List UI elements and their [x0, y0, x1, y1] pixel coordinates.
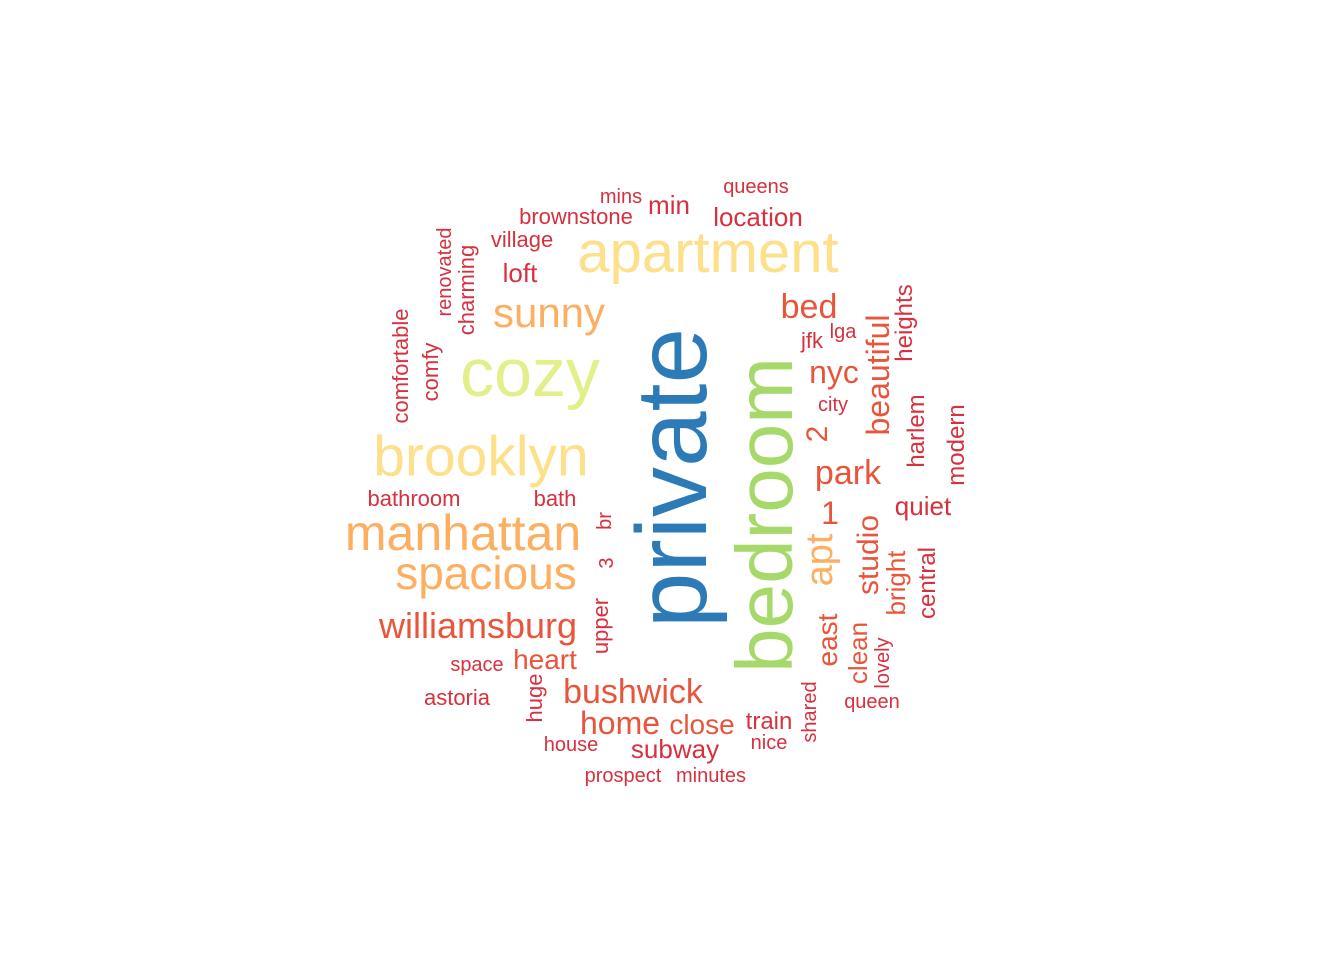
word-bushwick: bushwick [563, 673, 703, 711]
word-location: location [713, 202, 803, 232]
word-manhattan: manhattan [344, 505, 582, 561]
word-bright: bright [881, 550, 911, 616]
word-comfortable: comfortable [388, 308, 413, 424]
word-nyc: nyc [809, 354, 859, 390]
word-shared: shared [799, 681, 821, 743]
word-space: space [450, 654, 504, 676]
word-lovely: lovely [872, 637, 894, 689]
word-upper: upper [588, 597, 613, 655]
word-subway: subway [630, 734, 720, 764]
word-queen: queen [844, 691, 900, 713]
word-house: house [543, 734, 599, 756]
word-modern: modern [943, 404, 970, 486]
word-studio: studio [852, 514, 885, 596]
word-3: 3 [596, 557, 618, 569]
word-spacious: spacious [395, 547, 577, 599]
word-home: home [579, 705, 661, 741]
word-nice: nice [750, 732, 788, 754]
word-1: 1 [821, 495, 839, 531]
word-apartment: apartment [577, 220, 839, 285]
word-queens: queens [723, 176, 789, 198]
word-clean: clean [843, 621, 873, 685]
word-brownstone: brownstone [519, 204, 633, 229]
word-bathroom: bathroom [367, 486, 461, 511]
word-br: br [594, 512, 616, 530]
word-central: central [914, 546, 941, 620]
word-train: train [745, 708, 793, 735]
word-huge: huge [522, 673, 547, 723]
word-2: 2 [801, 425, 834, 443]
word-bath: bath [533, 486, 577, 511]
word-private: private [616, 327, 728, 629]
word-heart: heart [513, 644, 577, 675]
word-quiet: quiet [894, 491, 952, 521]
word-close: close [669, 709, 735, 740]
word-bedroom: bedroom [720, 357, 809, 673]
word-brooklyn: brooklyn [373, 424, 589, 489]
word-village: village [490, 227, 554, 252]
word-lga: lga [829, 321, 857, 343]
word-mins: mins [599, 186, 643, 208]
word-jfk: jfk [801, 328, 823, 353]
word-apt: apt [799, 533, 841, 587]
word-min: min [648, 190, 690, 220]
word-charming: charming [454, 244, 479, 336]
word-prospect: prospect [584, 765, 662, 787]
word-heights: heights [891, 284, 918, 362]
word-minutes: minutes [675, 765, 747, 787]
word-williamsburg: williamsburg [378, 605, 578, 646]
word-cozy: cozy [460, 335, 600, 411]
word-loft: loft [502, 258, 538, 288]
word-beautiful: beautiful [860, 314, 896, 436]
word-sunny: sunny [492, 289, 606, 336]
word-bed: bed [780, 288, 838, 326]
word-harlem: harlem [903, 394, 930, 468]
word-astoria: astoria [423, 685, 491, 710]
word-park: park [814, 454, 882, 492]
word-east: east [812, 613, 843, 667]
word-renovated: renovated [434, 227, 456, 317]
word-comfy: comfy [418, 342, 443, 402]
word-city: city [818, 394, 848, 416]
